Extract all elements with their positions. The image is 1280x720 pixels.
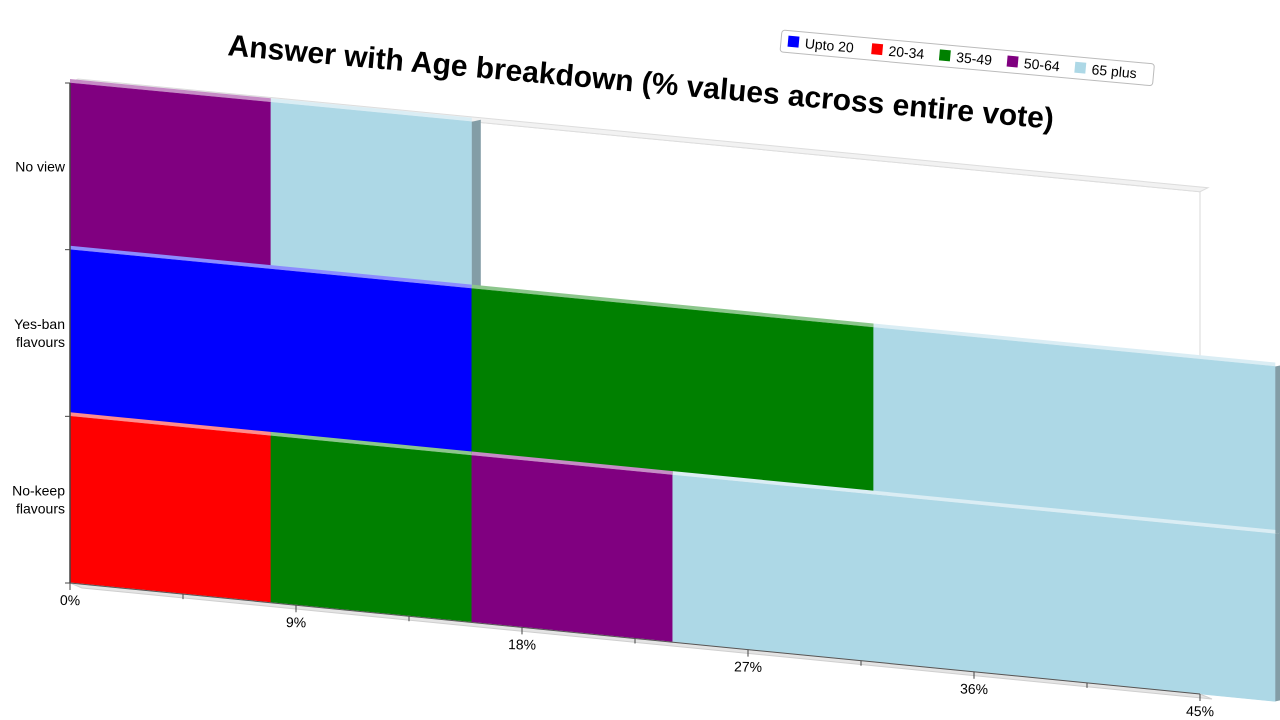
legend-swatch-20-34	[871, 43, 884, 56]
legend-label-50-64: 50-64	[1023, 55, 1060, 74]
bar-top-yes-ban-flavours-upto-20	[70, 245, 472, 289]
legend-swatch-35-49	[938, 49, 951, 62]
x-tick-label-0: 0%	[60, 592, 81, 608]
legend-swatch-50-64	[1006, 55, 1019, 68]
bar-top-no-keep-flavours-65-plus	[672, 471, 1276, 534]
bar-top-yes-ban-flavours-65-plus	[873, 323, 1276, 367]
bar-side-yes-ban-flavours-65-plus	[1275, 365, 1280, 534]
bar-top-no-view-50-64	[70, 79, 271, 103]
bar-top-no-keep-flavours-50-64	[471, 451, 673, 476]
bar-no-view-65-plus	[270, 102, 473, 289]
legend-label-65-plus: 65 plus	[1091, 61, 1137, 81]
bar-no-keep-flavours-50-64	[471, 455, 673, 643]
legend-label-20-34: 20-34	[888, 43, 925, 62]
x-tick-label-5: 45%	[1186, 703, 1214, 719]
bar-side-no-view-65-plus	[471, 119, 481, 289]
legend: Upto 20 20-34 35-49 50-64 65 plus	[779, 29, 1155, 87]
bar-top-no-keep-flavours-35-49	[270, 431, 472, 456]
category-label-no-view-0: No view	[15, 158, 66, 174]
x-tick-label-4: 36%	[960, 681, 988, 697]
bar-no-keep-flavours-35-49	[270, 435, 473, 623]
legend-label-upto-20: Upto 20	[804, 35, 854, 55]
legend-label-35-49: 35-49	[956, 49, 993, 68]
bar-top-no-view-65-plus	[270, 98, 472, 122]
x-tick-label-3: 27%	[734, 658, 762, 674]
bar-top-yes-ban-flavours-35-49	[471, 284, 874, 328]
bar-no-keep-flavours-20-34	[69, 416, 272, 603]
bar-top-no-keep-flavours-20-34	[70, 412, 271, 436]
legend-box: Upto 20 20-34 35-49 50-64 65 plus	[779, 29, 1155, 87]
bar-no-view-50-64	[69, 82, 272, 270]
legend-swatch-65-plus	[1074, 61, 1087, 74]
category-label-no-keep-flavours-0: No-keep	[12, 483, 65, 499]
x-tick-label-1: 9%	[286, 614, 307, 630]
legend-swatch-upto-20	[787, 35, 800, 48]
plot-area: No view Yes-ban flavours No-keep flavours 0% 9…	[12, 78, 1280, 719]
category-label-yes-ban-flavours-1: flavours	[16, 334, 65, 350]
bar-side-no-keep-flavours-65-plus	[1275, 532, 1280, 702]
x-tick-label-2: 18%	[508, 636, 536, 652]
category-label-no-keep-flavours-1: flavours	[16, 501, 65, 517]
category-label-yes-ban-flavours-0: Yes-ban	[14, 316, 65, 332]
